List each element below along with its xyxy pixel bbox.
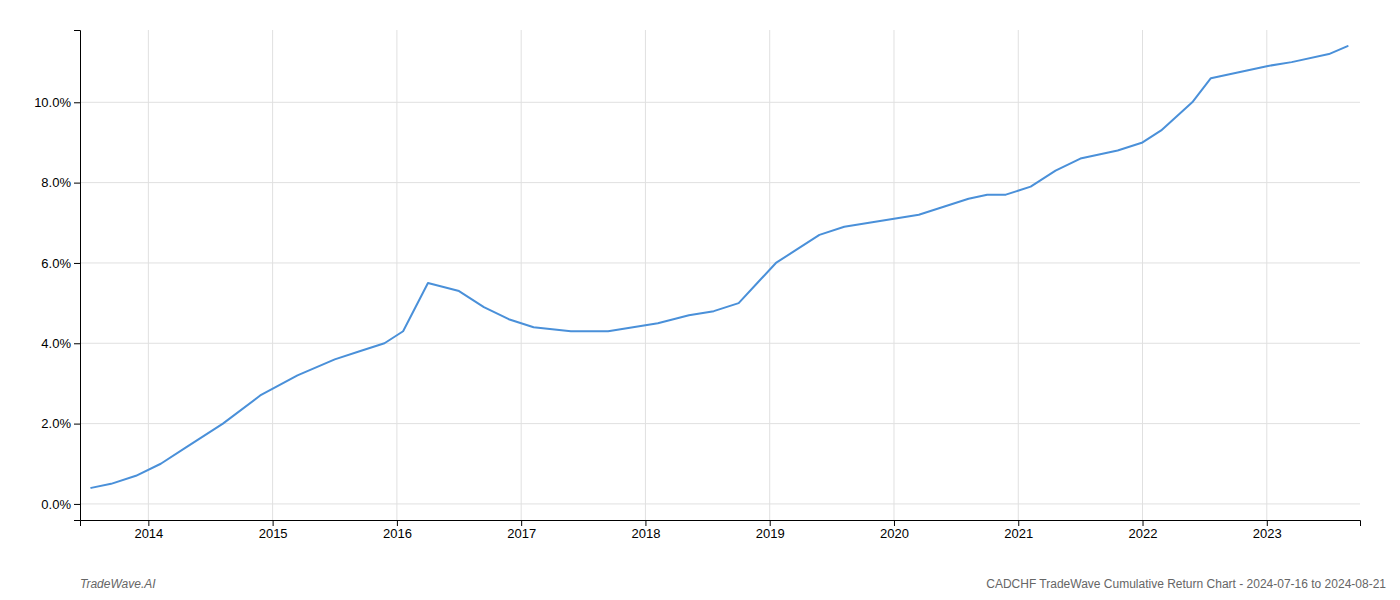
y-tick-mark	[74, 504, 80, 505]
x-tick-label: 2014	[134, 526, 163, 541]
x-tick-label: 2020	[880, 526, 909, 541]
y-axis-line	[74, 31, 81, 521]
y-tick-mark	[74, 183, 80, 184]
footer-right: CADCHF TradeWave Cumulative Return Chart…	[986, 577, 1386, 591]
grid-line-y	[80, 343, 1360, 344]
x-tick: 2021	[1004, 520, 1033, 541]
grid-line-x	[1018, 30, 1019, 520]
grid-line-x	[769, 30, 770, 520]
y-axis: 0.0% 2.0% 4.0% 6.0% 8.0% 10.0%	[34, 31, 80, 521]
grid-line-x	[272, 30, 273, 520]
x-tick: 2017	[507, 520, 536, 541]
grid-line-y	[80, 182, 1360, 183]
y-tick: 10.0%	[34, 95, 80, 110]
y-tick-mark	[74, 102, 80, 103]
grid-line-y	[80, 102, 1360, 103]
x-tick-mark	[1267, 520, 1268, 526]
line	[91, 46, 1347, 488]
y-tick-label: 2.0%	[41, 416, 71, 431]
marks	[91, 46, 1347, 488]
grid-line-y	[80, 262, 1360, 263]
grid-line-y	[80, 503, 1360, 504]
y-tick: 0.0%	[41, 497, 80, 512]
y-tick: 4.0%	[41, 336, 80, 351]
grid-line-x	[396, 30, 397, 520]
x-tick: 2016	[383, 520, 412, 541]
y-tick-label: 10.0%	[34, 95, 71, 110]
grid-line-x	[1142, 30, 1143, 520]
y-tick-label: 6.0%	[41, 256, 71, 271]
grid-line-x	[148, 30, 149, 520]
x-tick: 2018	[631, 520, 660, 541]
x-tick-mark	[1143, 520, 1144, 526]
plot: 2014 2015 2016 2017 2018 2019 2020 2021 2022 2023…	[34, 30, 1360, 541]
x-tick: 2015	[259, 520, 288, 541]
x-tick-label: 2017	[507, 526, 536, 541]
x-tick-label: 2022	[1129, 526, 1158, 541]
y-tick: 2.0%	[41, 416, 80, 431]
x-tick-label: 2021	[1004, 526, 1033, 541]
x-tick-mark	[894, 520, 895, 526]
grid-line-x	[645, 30, 646, 520]
chart: 2014 2015 2016 2017 2018 2019 2020 2021 2022 2023…	[0, 0, 1400, 600]
x-axis: 2014 2015 2016 2017 2018 2019 2020 2021 2022 2023	[81, 520, 1361, 541]
y-tick-mark	[74, 263, 80, 264]
x-tick-mark	[273, 520, 274, 526]
x-tick: 2022	[1129, 520, 1158, 541]
x-tick-mark	[397, 520, 398, 526]
y-tick-label: 8.0%	[41, 175, 71, 190]
x-tick: 2019	[756, 520, 785, 541]
x-tick-label: 2015	[259, 526, 288, 541]
y-tick-label: 4.0%	[41, 336, 71, 351]
x-tick-mark	[521, 520, 522, 526]
x-tick-label: 2023	[1253, 526, 1282, 541]
y-tick-mark	[74, 424, 80, 425]
x-tick-label: 2019	[756, 526, 785, 541]
grid-line-y	[80, 423, 1360, 424]
x-axis-line	[81, 521, 1361, 527]
grid-line-x	[1266, 30, 1267, 520]
footer-left: TradeWave.AI	[80, 577, 156, 591]
grid-line-x	[521, 30, 522, 520]
y-tick: 6.0%	[41, 256, 80, 271]
x-tick-mark	[645, 520, 646, 526]
y-tick: 8.0%	[41, 175, 80, 190]
x-tick: 2020	[880, 520, 909, 541]
x-tick: 2023	[1253, 520, 1282, 541]
x-tick: 2014	[134, 520, 163, 541]
grid	[80, 30, 1360, 520]
x-tick-label: 2016	[383, 526, 412, 541]
grid-line-x	[893, 30, 894, 520]
x-tick-mark	[1018, 520, 1019, 526]
y-tick-label: 0.0%	[41, 497, 71, 512]
x-tick-mark	[770, 520, 771, 526]
x-tick-label: 2018	[631, 526, 660, 541]
x-tick-mark	[148, 520, 149, 526]
y-tick-mark	[74, 343, 80, 344]
